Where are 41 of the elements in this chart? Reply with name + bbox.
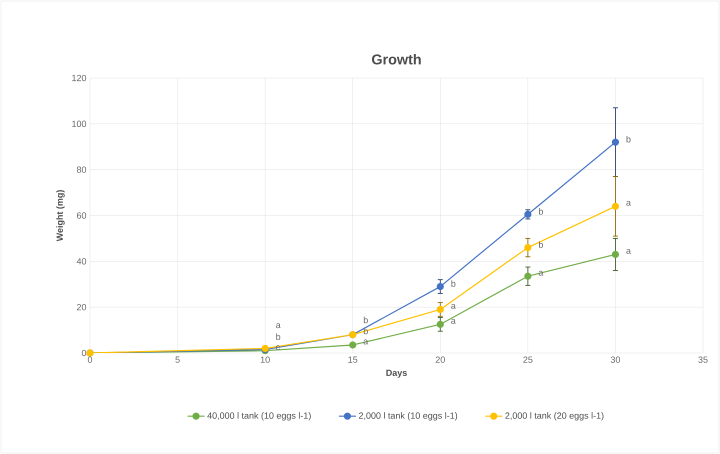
point xyxy=(436,282,444,290)
y-tick-label: 0 xyxy=(82,350,86,356)
y-tick-label: 100 xyxy=(72,120,86,128)
y-tick-label: 80 xyxy=(76,166,86,173)
x-tick-label: 15 xyxy=(348,356,358,363)
legend-label: 2,000 l tank (20 eggs l-1) xyxy=(505,412,604,421)
annotation: b xyxy=(451,280,456,287)
legend-label: 40,000 l tank (10 eggs l-1) xyxy=(207,412,311,421)
point xyxy=(524,272,532,280)
annotation: b xyxy=(626,136,631,142)
point xyxy=(436,320,444,328)
x-tick-label: 10 xyxy=(260,356,270,363)
x-tick-label: 35 xyxy=(698,356,708,363)
point xyxy=(436,306,444,314)
point xyxy=(612,138,620,146)
x-tick-label: 25 xyxy=(523,356,532,363)
y-tick-label: 60 xyxy=(76,212,86,219)
y-tick-label: 120 xyxy=(72,74,86,82)
annotation: a xyxy=(451,304,456,309)
x-tick-label: 0 xyxy=(88,356,92,363)
annotation: a xyxy=(626,200,631,206)
point xyxy=(612,250,620,258)
x-tick-label: 30 xyxy=(610,356,620,363)
annotation: a xyxy=(451,318,456,324)
y-tick-label: 20 xyxy=(76,304,86,310)
x-tick-label: 5 xyxy=(175,356,180,363)
point xyxy=(612,202,620,210)
y-tick-label: 40 xyxy=(76,258,86,265)
legend-label: 2,000 l tank (10 eggs l-1) xyxy=(358,412,458,421)
x-axis-title: Days xyxy=(386,370,407,378)
annotation: b xyxy=(538,208,543,215)
annotation: b xyxy=(538,241,543,248)
y-axis-title: Weight (mg) xyxy=(56,190,65,242)
point xyxy=(349,341,356,349)
annotation: b xyxy=(276,333,280,340)
chart-title: Growth xyxy=(372,54,421,64)
x-tick-label: 20 xyxy=(436,356,445,363)
annotation: a xyxy=(626,248,631,254)
annotation: b xyxy=(364,316,368,324)
annotation: a xyxy=(276,323,281,328)
point xyxy=(524,244,532,252)
